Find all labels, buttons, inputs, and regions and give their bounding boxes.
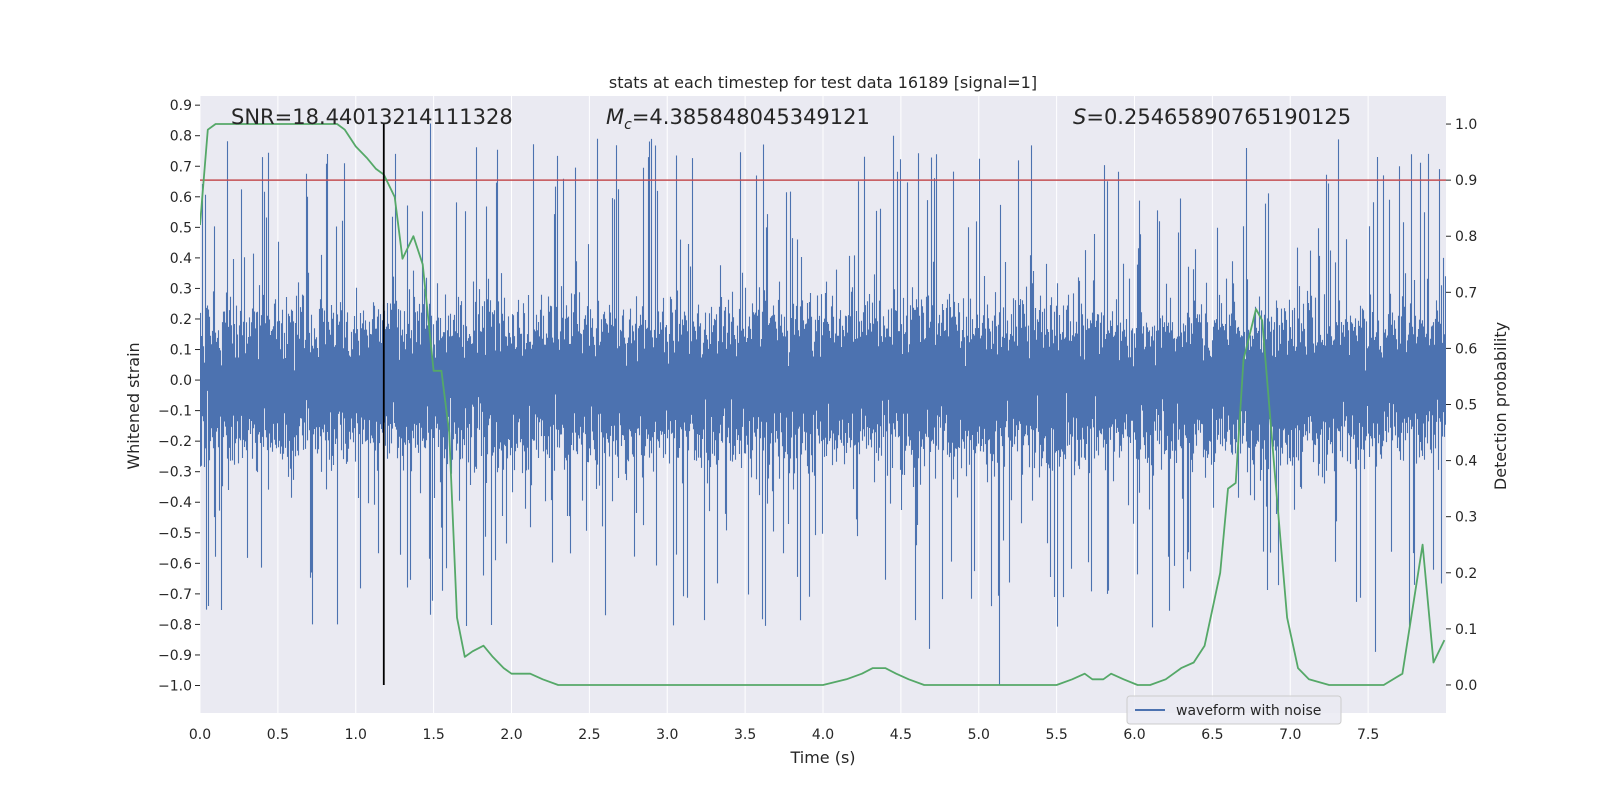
- y-tick-label: −0.7: [158, 587, 192, 603]
- x-tick-label: 3.0: [656, 727, 678, 743]
- y-tick-label: 0.7: [170, 159, 192, 175]
- x-tick-label: 5.0: [968, 727, 990, 743]
- y-tick-label: 0.8: [170, 129, 192, 145]
- y-tick-label: 0.1: [170, 343, 192, 359]
- x-tick-label: 0.0: [189, 727, 211, 743]
- y2-tick-label: 0.0: [1455, 678, 1477, 694]
- waveform-line: [200, 123, 1446, 686]
- x-tick-label: 4.5: [890, 727, 912, 743]
- y-tick-label: −0.4: [158, 495, 192, 511]
- y-tick-label: −0.2: [158, 434, 192, 450]
- chirp-mass-subscript: c: [624, 117, 632, 133]
- y2-tick-label: 0.3: [1455, 510, 1477, 526]
- chart-title: stats at each timestep for test data 161…: [609, 73, 1037, 92]
- legend-entry-waveform: waveform with noise: [1176, 703, 1321, 719]
- snr-annotation: SNR=18.44013214111328: [231, 105, 513, 129]
- plot-area: [200, 123, 1446, 686]
- s-symbol: S: [1073, 105, 1086, 129]
- y-tick-label: −0.1: [158, 404, 192, 420]
- y-tick-label: 0.6: [170, 190, 192, 206]
- axes: 0.0 0.5 1.0 1.5 2.0 2.5 3.0 3.5 4.0 4.5 5.0 5.5 6.0 6…: [158, 98, 1477, 743]
- x-axis-label: Time (s): [789, 748, 855, 767]
- y-tick-label: −0.3: [158, 465, 192, 481]
- y-tick-label: 0.9: [170, 98, 192, 114]
- x-tick-label: 6.5: [1201, 727, 1223, 743]
- y2-tick-label: 0.1: [1455, 622, 1477, 638]
- y-tick-label: 0.5: [170, 220, 192, 236]
- chirp-mass-value: =4.385848045349121: [632, 105, 870, 129]
- x-tick-label: 1.0: [345, 727, 367, 743]
- y2-tick-label: 0.8: [1455, 229, 1477, 245]
- y-tick-label: −0.6: [158, 556, 192, 572]
- y-tick-label: 0.4: [170, 251, 192, 267]
- y2-tick-label: 0.4: [1455, 454, 1477, 470]
- y-tick-label: −0.5: [158, 526, 192, 542]
- x-tick-label: 2.5: [578, 727, 600, 743]
- y2-tick-label: 0.9: [1455, 173, 1477, 189]
- chirp-mass-annotation: Mc=4.385848045349121: [606, 105, 870, 133]
- legend: waveform with noise: [1126, 695, 1342, 725]
- x-tick-label: 3.5: [734, 727, 756, 743]
- x-tick-label: 4.0: [812, 727, 834, 743]
- x-tick-label: 1.5: [422, 727, 444, 743]
- x-tick-label: 0.5: [267, 727, 289, 743]
- y2-tick-label: 0.5: [1455, 398, 1477, 414]
- legend-box: [1126, 695, 1342, 725]
- x-tick-label: 7.5: [1357, 727, 1379, 743]
- plot-series: [200, 123, 1446, 686]
- y-tick-label: −0.9: [158, 648, 192, 664]
- detection-probability-line: [200, 123, 1446, 686]
- y2-tick-label: 0.6: [1455, 341, 1477, 357]
- chirp-mass-symbol: M: [606, 105, 624, 129]
- s-annotation: S=0.25465890765190125: [1073, 105, 1351, 129]
- y2-tick-label: 0.2: [1455, 566, 1477, 582]
- y2-tick-label: 1.0: [1455, 117, 1477, 133]
- x-tick-label: 7.0: [1279, 727, 1301, 743]
- x-tick-label: 5.5: [1045, 727, 1067, 743]
- x-tick-label: 2.0: [500, 727, 522, 743]
- y2-axis-label: Detection probability: [1491, 322, 1510, 490]
- s-value: =0.25465890765190125: [1086, 105, 1351, 129]
- y-tick-label: 0.3: [170, 281, 192, 297]
- x-tick-label: 6.0: [1123, 727, 1145, 743]
- y-axis-label: Whitened strain: [124, 342, 143, 469]
- y-tick-label: −0.8: [158, 617, 192, 633]
- y-tick-label: 0.2: [170, 312, 192, 328]
- y-tick-label: −1.0: [158, 679, 192, 695]
- y2-tick-label: 0.7: [1455, 285, 1477, 301]
- y-tick-label: 0.0: [170, 373, 192, 389]
